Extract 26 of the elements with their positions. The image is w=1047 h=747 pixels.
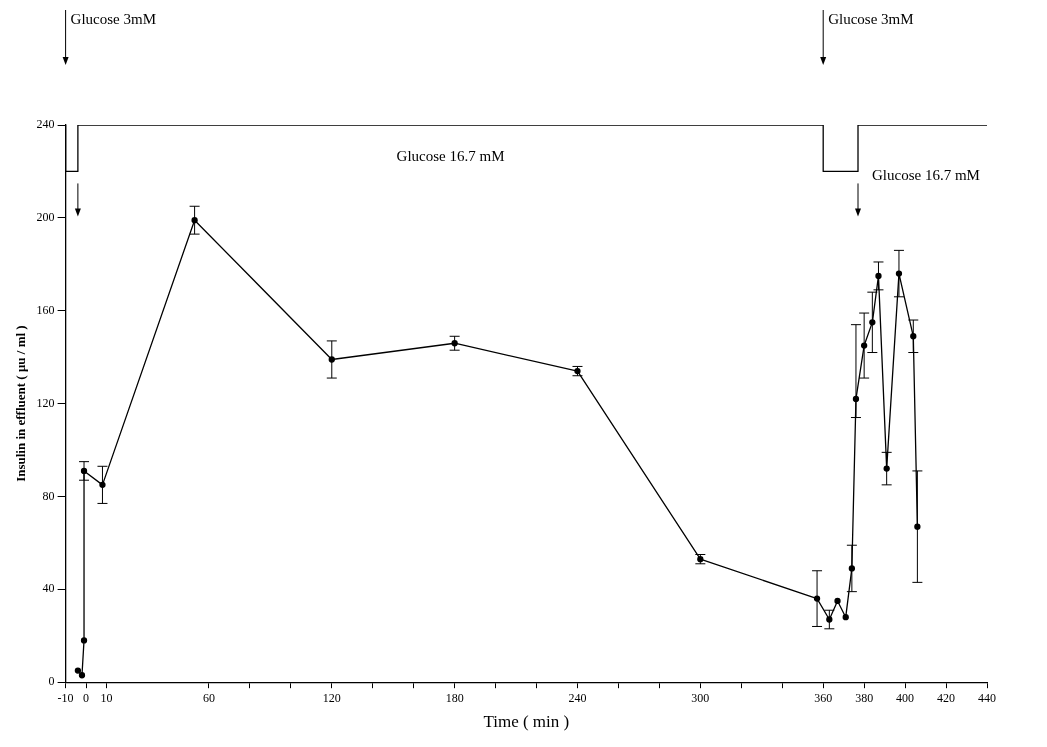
y-tick-label: 240	[36, 117, 55, 132]
y-tick-label: 40	[42, 581, 55, 596]
annotation: Glucose 16.7 mM	[872, 167, 980, 184]
x-tick-label: 420	[937, 690, 956, 705]
x-tick-label: 240	[568, 690, 587, 705]
text: Glucose 3mM	[828, 10, 914, 27]
x-tick-label: 300	[691, 690, 710, 705]
x-tick-label: 180	[445, 690, 464, 705]
x-tick-label: 120	[322, 690, 341, 705]
x-tick-label: 440	[978, 690, 996, 705]
x-tick-label: 10	[100, 690, 113, 705]
x-tick-label: 360	[814, 690, 833, 705]
annotation: Glucose 16.7 mM	[396, 148, 505, 165]
x-tick-label: 380	[855, 690, 874, 705]
y-axis-title: Insulin in effluent ( μu / ml )	[13, 325, 29, 482]
y-tick-label: 160	[36, 302, 55, 317]
y-tick-label: 200	[36, 210, 55, 225]
text: Glucose 3mM	[70, 10, 157, 27]
x-tick-label: -10	[57, 690, 74, 705]
x-tick-label: 400	[896, 690, 915, 705]
y-tick-label: 120	[36, 395, 55, 410]
y-tick-label: 0	[48, 674, 55, 689]
x-tick-label: 0	[83, 690, 90, 705]
y-tick-label: 80	[42, 488, 55, 503]
x-tick-label: 60	[202, 690, 215, 705]
x-axis-title: Time ( min )	[483, 712, 570, 732]
